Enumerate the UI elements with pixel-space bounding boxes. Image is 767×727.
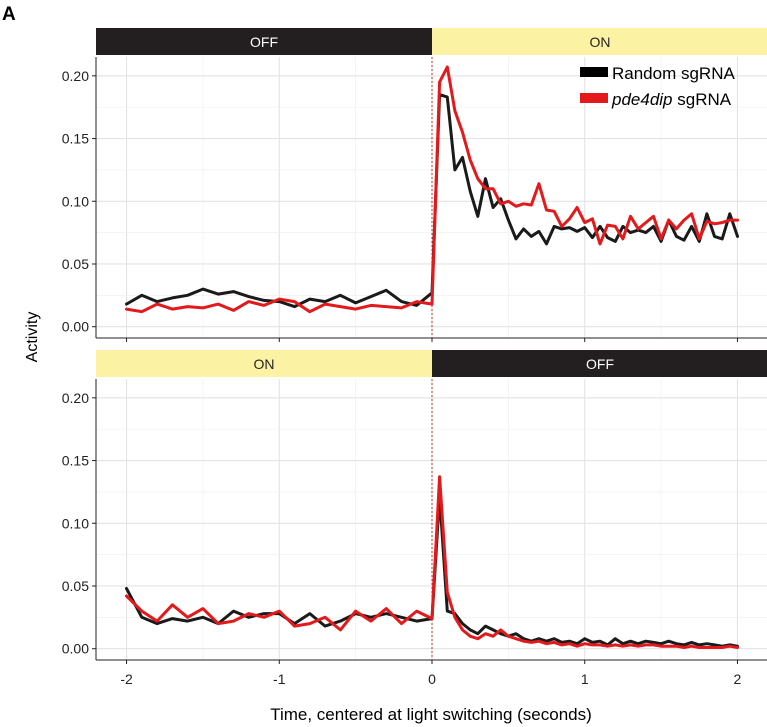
strip-label: OFF: [250, 34, 278, 50]
series-line-pde4dip-bottom: [125, 475, 739, 649]
series-line-pde4dip-top: [125, 65, 739, 314]
y-tick-label: 0.05: [62, 256, 89, 272]
y-tick-label: 0.00: [62, 319, 89, 335]
legend-swatch-random: [580, 67, 608, 77]
strip-on-bottom: [96, 350, 432, 377]
grid: [96, 379, 767, 660]
x-tick-label: 1: [581, 671, 589, 687]
strip-label: ON: [590, 34, 611, 50]
panel-label: A: [2, 4, 16, 25]
y-tick-label: 0.15: [62, 131, 89, 147]
x-tick-label: 2: [734, 671, 742, 687]
legend-label-italic: pde4dip: [611, 90, 673, 109]
top-panel: OFF ON 0.00 0.05 0.10 0.15 0.20: [62, 28, 767, 342]
strip-on-top: [432, 28, 767, 55]
y-tick-label: 0.05: [62, 578, 89, 594]
x-tick-label: -1: [273, 671, 286, 687]
legend-label-random: Random sgRNA: [612, 64, 735, 83]
legend: Random sgRNA pde4dip sgRNA: [580, 64, 735, 109]
bottom-panel: ON OFF 0.00 0.05 0.10 0.15 0.20 -2 -1 0 1 2: [62, 350, 767, 687]
y-axis-label: Activity: [24, 312, 41, 363]
y-tick-label: 0.00: [62, 641, 89, 657]
y-tick-label: 0.20: [62, 390, 89, 406]
x-tick-label: 0: [428, 671, 436, 687]
legend-label-rest: sgRNA: [673, 90, 732, 109]
strip-label: OFF: [586, 356, 614, 372]
y-tick-label: 0.10: [62, 515, 89, 531]
y-tick-label: 0.15: [62, 453, 89, 469]
strip-label: ON: [254, 356, 275, 372]
strip-off-bottom: [432, 350, 767, 377]
legend-swatch-pde4dip: [580, 93, 608, 103]
legend-label-pde4dip: pde4dip sgRNA: [611, 90, 732, 109]
x-axis-label: Time, centered at light switching (secon…: [270, 705, 592, 724]
strip-off-top: [96, 28, 432, 55]
y-tick-label: 0.10: [62, 193, 89, 209]
series-line-random-top: [125, 93, 739, 309]
y-tick-label: 0.20: [62, 68, 89, 84]
x-tick-label: -2: [120, 671, 133, 687]
